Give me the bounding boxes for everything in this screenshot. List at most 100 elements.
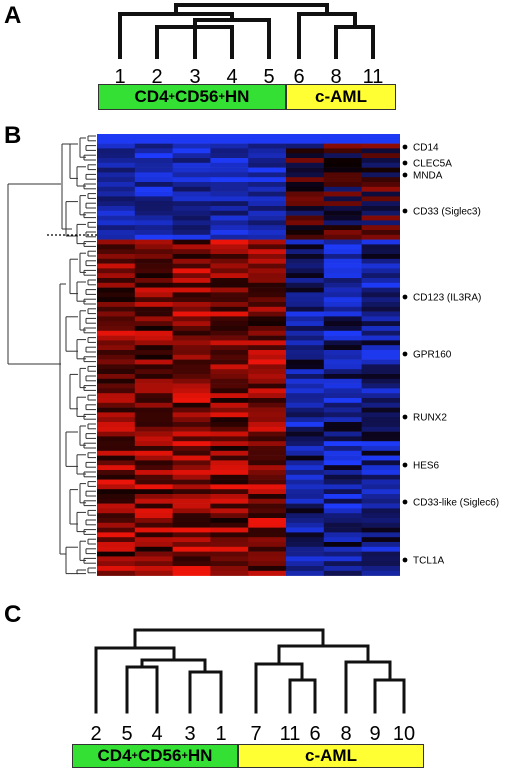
heatmap-cell (97, 513, 136, 519)
heatmap-cell (97, 378, 136, 384)
heatmap-cell (323, 441, 363, 447)
heatmap-cell (323, 412, 363, 418)
heatmap-cell (97, 542, 136, 548)
heatmap-cell (323, 292, 363, 298)
heatmap-cell (134, 479, 174, 485)
leaf-label: 5 (263, 66, 274, 88)
heatmap-cell (323, 215, 363, 221)
heatmap-cell (134, 561, 174, 567)
heatmap-cell (286, 249, 325, 255)
heatmap-cell (248, 556, 287, 562)
heatmap-cell (97, 422, 136, 428)
heatmap-cell (210, 345, 249, 351)
heatmap-cell (210, 249, 249, 255)
heatmap-cell (361, 239, 400, 245)
heatmap-cell (134, 167, 174, 173)
heatmap-cell (97, 196, 136, 202)
heatmap-cell (172, 417, 211, 423)
heatmap-cell (210, 378, 249, 384)
heatmap-cell (248, 143, 287, 149)
heatmap-cell (323, 561, 363, 567)
heatmap-cell (134, 316, 174, 322)
gene-marker-dot (402, 208, 408, 214)
heatmap-cell (172, 182, 211, 188)
heatmap-cell (286, 172, 325, 178)
heatmap-cell (248, 186, 287, 192)
heatmap-cell (97, 220, 136, 226)
heatmap-cell (210, 470, 249, 476)
heatmap-cell (286, 551, 325, 557)
heatmap-cell (286, 412, 325, 418)
heatmap-cell (97, 230, 136, 236)
heatmap-cell (134, 297, 174, 303)
heatmap-cell (323, 153, 363, 159)
heatmap-cell (323, 513, 363, 519)
heatmap-cell (172, 350, 211, 356)
heatmap-cell (210, 436, 249, 442)
heatmap-cell (210, 350, 249, 356)
heatmap-cell (172, 249, 211, 255)
heatmap-cell (248, 158, 287, 164)
heatmap-cell (172, 513, 211, 519)
heatmap-cell (361, 225, 400, 231)
heatmap-cell (286, 273, 325, 279)
heatmap-cell (97, 316, 136, 322)
heatmap-cell (361, 383, 400, 389)
heatmap-cell (286, 143, 325, 149)
group-bar-aml: c-AML (286, 84, 396, 110)
heatmap-cell (134, 225, 174, 231)
heatmap-cell (210, 546, 249, 552)
heatmap-cell (361, 186, 400, 192)
heatmap-cell (134, 450, 174, 456)
heatmap-cell (172, 561, 211, 567)
heatmap-cell (323, 282, 363, 288)
heatmap-cell (97, 302, 136, 308)
heatmap-cell (286, 316, 325, 322)
heatmap-cell (248, 201, 287, 207)
gene-label: CD123 (IL3RA) (413, 293, 481, 304)
heatmap-cell (172, 210, 211, 216)
heatmap-cell (286, 162, 325, 168)
heatmap-cell (210, 474, 249, 480)
heatmap-cell (210, 210, 249, 216)
heatmap-cell (97, 407, 136, 413)
heatmap-cell (134, 220, 174, 226)
heatmap-cell (286, 177, 325, 183)
heatmap-cell (134, 489, 174, 495)
heatmap-cell (286, 321, 325, 327)
heatmap-cell (210, 330, 249, 336)
heatmap-cell (361, 258, 400, 264)
heatmap-cell (97, 484, 136, 490)
heatmap-cell (97, 268, 136, 274)
heatmap-cell (134, 402, 174, 408)
heatmap-cell (134, 138, 174, 144)
heatmap-cell (248, 282, 287, 288)
heatmap-cell (286, 167, 325, 173)
heatmap-cell (248, 167, 287, 173)
heatmap-cell (210, 455, 249, 461)
heatmap-cell (97, 287, 136, 293)
heatmap-cell (361, 378, 400, 384)
heatmap-cell (210, 201, 249, 207)
heatmap-cell (97, 436, 136, 442)
heatmap-cell (323, 527, 363, 533)
heatmap-cell (323, 206, 363, 212)
heatmap-cell (97, 537, 136, 543)
heatmap-cell (248, 561, 287, 567)
heatmap-cell (134, 522, 174, 528)
heatmap-cell (134, 287, 174, 293)
heatmap-cell (323, 345, 363, 351)
heatmap-cell (172, 321, 211, 327)
heatmap-cell (248, 494, 287, 500)
heatmap-cell (286, 498, 325, 504)
heatmap-cell (172, 254, 211, 260)
heatmap-cell (248, 278, 287, 284)
heatmap-cell (361, 455, 400, 461)
heatmap-cell (361, 402, 400, 408)
heatmap-cell (323, 254, 363, 260)
heatmap-cell (210, 388, 249, 394)
heatmap-cell (97, 417, 136, 423)
heatmap-cell (323, 422, 363, 428)
heatmap-cell (286, 446, 325, 452)
